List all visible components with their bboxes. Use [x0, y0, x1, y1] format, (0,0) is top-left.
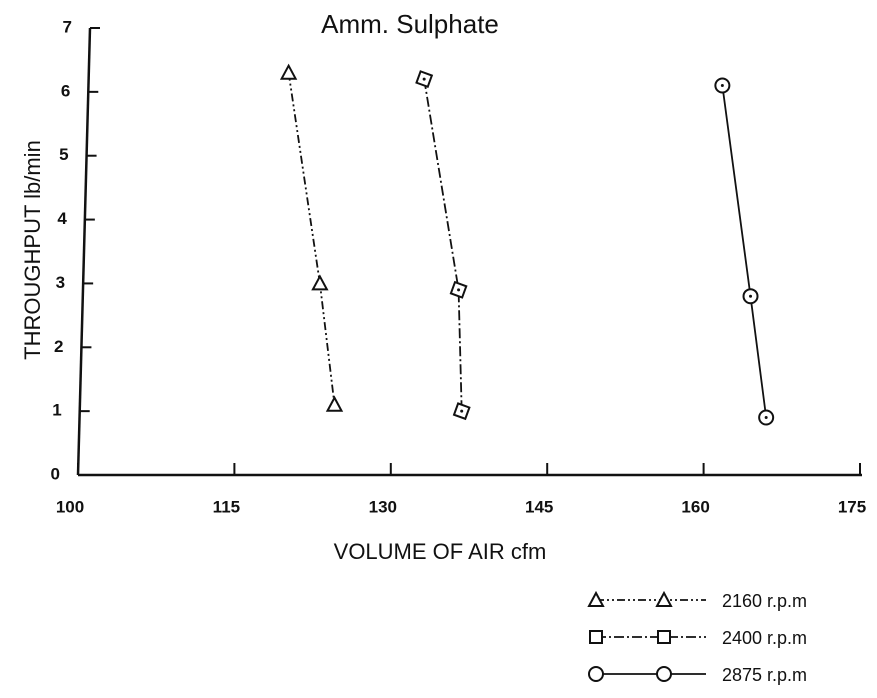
legend-label: 2875 r.p.m: [722, 665, 807, 685]
y-tick-label: 2: [54, 337, 63, 356]
y-tick-label: 1: [52, 401, 61, 420]
x-tick-label: 160: [681, 497, 709, 516]
y-tick-label: 4: [57, 209, 67, 228]
chart-title: Amm. Sulphate: [321, 9, 499, 39]
x-tick-label: 130: [369, 497, 397, 516]
marker-dot: [720, 83, 724, 87]
marker: [325, 395, 344, 412]
marker-dot: [422, 77, 426, 81]
y-tick-label: 7: [63, 17, 72, 36]
marker-dot: [764, 416, 768, 420]
legend-marker: [655, 590, 673, 607]
legend-marker: [657, 630, 671, 644]
y-tick-label: 5: [59, 145, 68, 164]
marker-dot: [457, 288, 461, 292]
x-tick-label: 100: [56, 497, 84, 516]
legend-label: 2160 r.p.m: [722, 591, 807, 611]
marker-dot: [460, 409, 464, 413]
marker: [279, 63, 298, 80]
series-line: [721, 85, 768, 418]
y-tick-label: 6: [61, 81, 70, 100]
legend-marker: [588, 666, 604, 682]
x-tick-label: 175: [838, 497, 866, 516]
y-tick-label: 0: [51, 464, 60, 483]
y-axis: [76, 27, 92, 476]
y-axis-label: THROUGHPUT lb/min: [20, 140, 45, 360]
series-line: [287, 72, 336, 405]
marker-dot: [749, 294, 753, 298]
legend-marker: [589, 630, 603, 644]
legend-marker: [587, 590, 605, 607]
x-tick-label: 145: [525, 497, 553, 516]
x-tick-label: 115: [213, 497, 240, 516]
legend-marker: [656, 666, 672, 682]
marker: [311, 274, 329, 291]
legend-label: 2400 r.p.m: [722, 628, 807, 648]
y-tick-label: 3: [56, 273, 65, 292]
x-axis-label: VOLUME OF AIR cfm: [334, 539, 547, 564]
series-line: [423, 78, 463, 412]
